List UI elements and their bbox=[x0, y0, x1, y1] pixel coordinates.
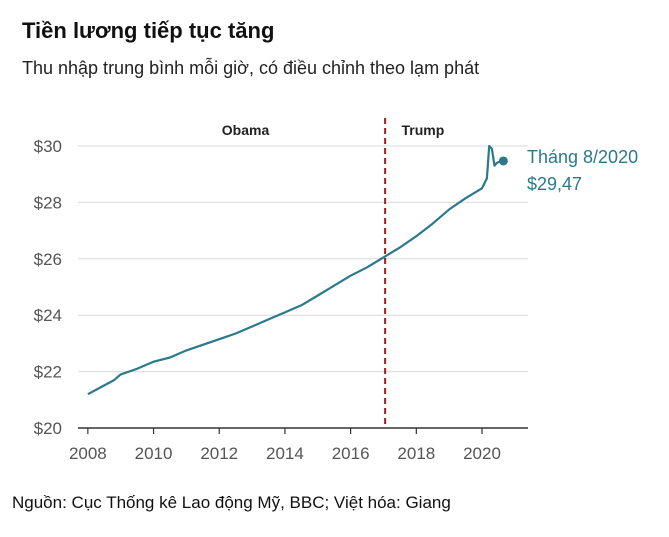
x-tick-label: 2020 bbox=[463, 444, 501, 463]
x-tick-label: 2018 bbox=[397, 444, 435, 463]
annotation-date: Tháng 8/2020 bbox=[527, 147, 638, 167]
y-tick-label: $20 bbox=[34, 419, 62, 438]
x-axis: 2008 2010 2012 2014 2016 2018 2020 bbox=[69, 428, 501, 463]
era-label: Obama bbox=[222, 122, 270, 138]
x-tick-label: 2010 bbox=[135, 444, 173, 463]
y-tick-label: $24 bbox=[34, 306, 62, 325]
x-tick-label: 2016 bbox=[332, 444, 370, 463]
era-labels: Obama Trump bbox=[222, 122, 444, 138]
x-tick-label: 2008 bbox=[69, 444, 107, 463]
y-axis: $20 $22 $24 $26 $28 $30 bbox=[34, 137, 62, 438]
gridlines bbox=[78, 145, 528, 429]
chart-subtitle: Thu nhập trung bình mỗi giờ, có điều chỉ… bbox=[22, 58, 480, 78]
y-tick-label: $22 bbox=[34, 363, 62, 382]
source-note: Nguồn: Cục Thống kê Lao động Mỹ, BBC; Vi… bbox=[12, 493, 451, 512]
era-label: Trump bbox=[401, 122, 444, 138]
annotation-value: $29,47 bbox=[527, 174, 582, 194]
x-tick-label: 2014 bbox=[266, 444, 304, 463]
annotation-group: Tháng 8/2020 $29,47 bbox=[498, 147, 638, 194]
series-line bbox=[87, 144, 504, 396]
x-tick-label: 2012 bbox=[200, 444, 238, 463]
series-group bbox=[87, 144, 504, 396]
y-tick-label: $26 bbox=[34, 250, 62, 269]
chart-title: Tiền lương tiếp tục tăng bbox=[22, 18, 275, 43]
endpoint-marker bbox=[498, 156, 508, 166]
y-tick-label: $28 bbox=[34, 193, 62, 212]
y-tick-label: $30 bbox=[34, 137, 62, 156]
